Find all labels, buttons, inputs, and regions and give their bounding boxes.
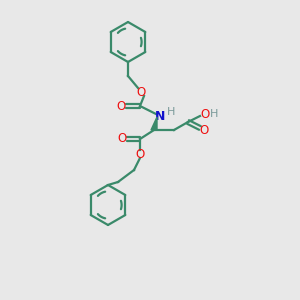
Text: O: O (135, 148, 145, 160)
Text: O: O (200, 124, 208, 137)
Text: H: H (167, 107, 175, 117)
Text: O: O (136, 85, 146, 98)
Text: H: H (210, 109, 218, 119)
Text: N: N (155, 110, 165, 124)
Polygon shape (151, 117, 157, 130)
Text: O: O (200, 107, 210, 121)
Text: O: O (116, 100, 126, 112)
Text: O: O (117, 133, 127, 146)
